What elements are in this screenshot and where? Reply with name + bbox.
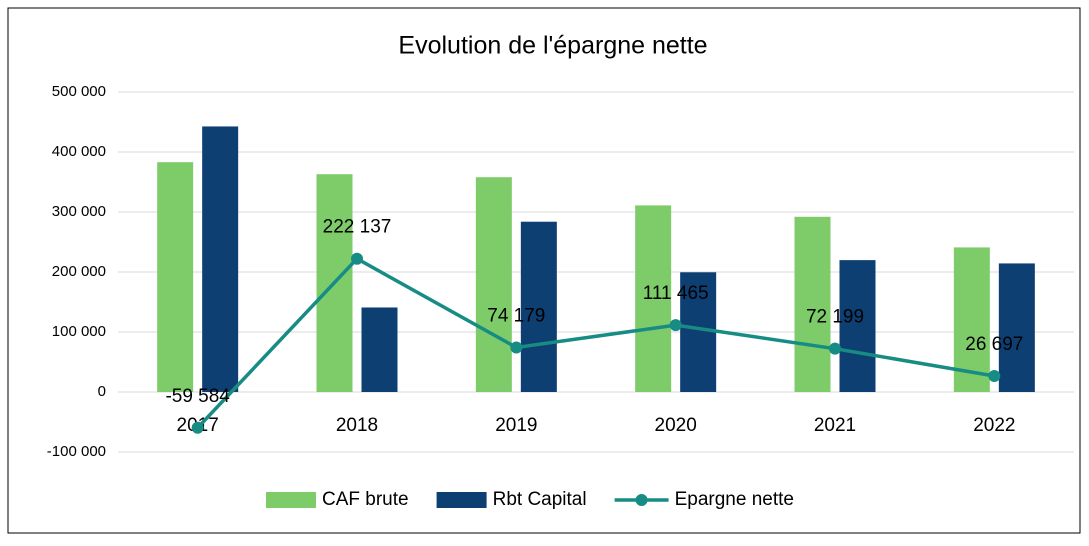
x-tick-label: 2021 xyxy=(814,415,856,436)
y-tick-label: 200 000 xyxy=(52,263,106,280)
data-label: -59 584 xyxy=(165,386,230,407)
bar xyxy=(361,307,398,392)
legend-swatch xyxy=(635,494,648,506)
y-tick-label: 300 000 xyxy=(52,203,106,220)
bar xyxy=(202,126,239,393)
bar xyxy=(953,247,990,392)
x-tick-label: 2020 xyxy=(655,415,697,436)
line xyxy=(196,256,995,429)
bar xyxy=(839,260,876,392)
bar xyxy=(475,177,512,392)
y-tick-label: 0 xyxy=(98,383,106,400)
legend-label: CAF brute xyxy=(322,489,409,510)
chart-title: Evolution de l'épargne nette xyxy=(398,32,707,60)
legend-swatch xyxy=(436,492,487,508)
line-marker xyxy=(351,252,363,265)
line-marker xyxy=(191,421,204,434)
line-marker xyxy=(669,319,682,332)
x-tick-label: 2022 xyxy=(973,415,1015,436)
y-tick-label: -100 000 xyxy=(47,443,106,460)
data-label: 72 199 xyxy=(806,307,864,328)
bar xyxy=(157,162,194,392)
legend-swatch xyxy=(266,492,316,508)
line-marker xyxy=(829,342,841,355)
x-tick-label: 2019 xyxy=(495,415,537,436)
bar xyxy=(635,205,672,392)
y-tick-label: 500 000 xyxy=(52,83,106,100)
line-marker xyxy=(510,341,523,354)
x-tick-label: 2018 xyxy=(336,415,378,436)
y-tick-label: 100 000 xyxy=(52,323,106,340)
y-tick-label: 400 000 xyxy=(52,143,106,160)
data-label: 26 697 xyxy=(965,334,1023,355)
bar xyxy=(520,221,557,392)
data-label: 222 137 xyxy=(323,217,392,238)
bar xyxy=(680,272,717,392)
bar xyxy=(794,216,831,392)
legend-label: Rbt Capital xyxy=(493,489,587,510)
bar xyxy=(998,263,1035,392)
data-label: 111 465 xyxy=(643,283,709,304)
data-label: 74 179 xyxy=(487,306,545,327)
line-marker xyxy=(988,369,1001,382)
legend-label: Epargne nette xyxy=(675,489,794,510)
